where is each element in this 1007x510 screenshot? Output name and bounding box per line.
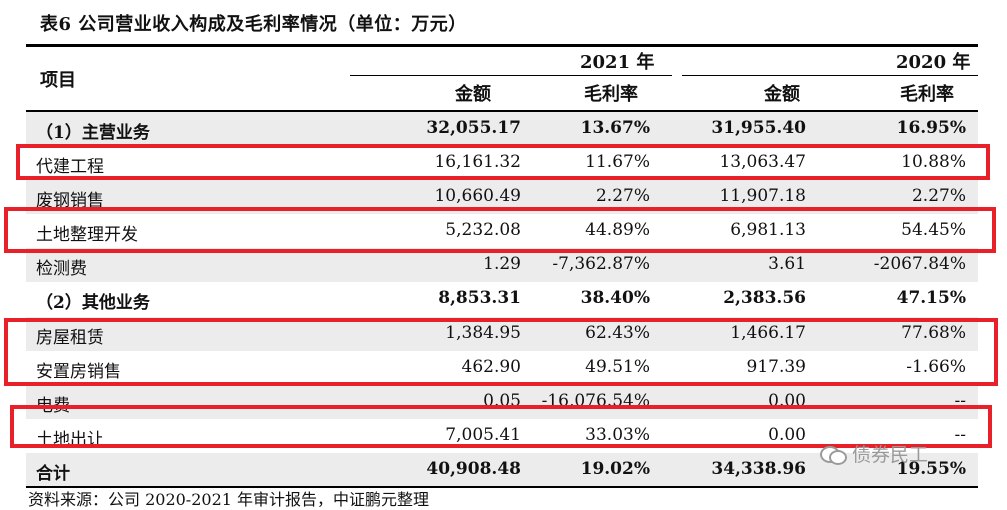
watermark: 债券民工 <box>820 440 928 467</box>
cell-margin-2021: 44.89% <box>585 220 650 241</box>
cell-margin-2020: 2.27% <box>911 186 966 207</box>
column-header-year-2021: 2021 年 <box>580 52 655 73</box>
cell-margin-2021: 38.40% <box>580 288 650 309</box>
cell-margin-2021: 49.51% <box>585 356 650 377</box>
column-header-amount-2020: 金额 <box>764 84 800 105</box>
row-label: （2）其他业务 <box>36 293 150 314</box>
cell-margin-2020: -- <box>954 390 967 411</box>
table-row: 检测费 1.29 -7,362.87% 3.61 -2067.84% <box>26 248 978 283</box>
row-label: 土地整理开发 <box>36 225 138 246</box>
cell-amount-2020: 13,063.47 <box>719 152 806 173</box>
cell-margin-2020: -1.66% <box>906 356 966 377</box>
row-label: 合计 <box>36 463 70 484</box>
cell-amount-2021: 5,232.08 <box>445 220 521 241</box>
cell-margin-2021: 2.27% <box>595 186 650 207</box>
row-label: 检测费 <box>36 259 87 280</box>
cell-margin-2020: 54.45% <box>901 220 966 241</box>
cell-amount-2021: 40,908.48 <box>426 458 521 479</box>
cell-margin-2020: -2067.84% <box>873 254 966 275</box>
highlight-box-construction <box>16 144 990 180</box>
cell-amount-2021: 10,660.49 <box>434 186 521 207</box>
cell-amount-2020: 34,338.96 <box>711 458 806 479</box>
year-2020-rule <box>682 75 978 76</box>
cell-amount-2020: 0.00 <box>768 424 806 445</box>
watermark-text: 债券民工 <box>852 444 929 466</box>
column-header-year-2020: 2020 年 <box>896 52 971 73</box>
cell-margin-2020: 16.95% <box>896 118 966 138</box>
column-header-amount-2021: 金额 <box>455 84 491 105</box>
table-row: 土地整理开发 5,232.08 44.89% 6,981.13 54.45% <box>26 214 978 248</box>
table-row: 安置房销售 462.90 49.51% 917.39 -1.66% <box>26 351 978 385</box>
wechat-icon <box>820 444 847 465</box>
cell-margin-2021: 11.67% <box>585 152 650 173</box>
cell-margin-2020: 77.68% <box>901 322 966 343</box>
cell-amount-2020: 31,955.40 <box>711 118 806 138</box>
column-header-margin-2021: 毛利率 <box>584 84 638 105</box>
cell-margin-2020: -- <box>954 424 967 445</box>
column-header-item: 项目 <box>40 70 76 91</box>
cell-margin-2021: 62.43% <box>585 322 650 343</box>
row-label: 代建工程 <box>36 157 104 178</box>
cell-margin-2021: -7,362.87% <box>552 254 650 275</box>
row-label: （1）主营业务 <box>36 123 150 143</box>
cell-amount-2020: 917.39 <box>746 356 806 377</box>
row-label: 安置房销售 <box>36 361 121 382</box>
cell-amount-2020: 11,907.18 <box>719 186 806 207</box>
column-header-margin-2020: 毛利率 <box>900 84 954 105</box>
cell-amount-2021: 1,384.95 <box>445 322 521 343</box>
table-row: 代建工程 16,161.32 11.67% 13,063.47 10.88% <box>26 146 978 180</box>
table-row: （1）主营业务 32,055.17 13.67% 31,955.40 16.95… <box>26 112 978 147</box>
table-row: 电费 0.05 -16,076.54% 0.00 -- <box>26 384 978 419</box>
table-row-total: 合计 40,908.48 19.02% 34,338.96 19.55% <box>26 452 978 488</box>
table-row: 房屋租赁 1,384.95 62.43% 1,466.17 77.68% <box>26 316 978 351</box>
cell-amount-2021: 462.90 <box>461 356 521 377</box>
cell-amount-2020: 3.61 <box>768 254 806 275</box>
cell-amount-2020: 2,383.56 <box>723 288 806 309</box>
cell-margin-2021: 19.02% <box>580 458 650 479</box>
source-footnote: 资料来源：公司 2020-2021 年审计报告，中证鹏元整理 <box>28 490 430 509</box>
cell-amount-2020: 6,981.13 <box>730 220 806 241</box>
table-title: 表6 公司营业收入构成及毛利率情况（单位：万元） <box>40 14 467 35</box>
highlight-box-land-development <box>4 207 996 253</box>
cell-amount-2021: 7,005.41 <box>445 424 521 445</box>
row-label: 废钢销售 <box>36 191 104 212</box>
highlight-box-land-transfer <box>10 405 992 448</box>
table-row: （2）其他业务 8,853.31 38.40% 2,383.56 47.15% <box>26 282 978 316</box>
cell-margin-2020: 19.55% <box>896 458 966 479</box>
table-bottom-rule <box>26 486 978 488</box>
cell-amount-2021: 1.29 <box>483 254 521 275</box>
cell-amount-2021: 32,055.17 <box>426 118 521 138</box>
year-2021-rule <box>350 75 672 76</box>
cell-amount-2021: 8,853.31 <box>438 288 521 309</box>
highlight-box-rental-housing <box>4 318 998 386</box>
cell-amount-2021: 16,161.32 <box>434 152 521 173</box>
header-bottom-rule <box>26 110 978 112</box>
row-label: 房屋租赁 <box>36 327 104 348</box>
cell-margin-2021: 33.03% <box>585 424 650 445</box>
cell-margin-2020: 47.15% <box>896 288 966 309</box>
cell-margin-2021: 13.67% <box>580 118 650 138</box>
header-top-rule <box>26 44 978 47</box>
cell-amount-2020: 1,466.17 <box>730 322 806 343</box>
cell-margin-2020: 10.88% <box>901 152 966 173</box>
